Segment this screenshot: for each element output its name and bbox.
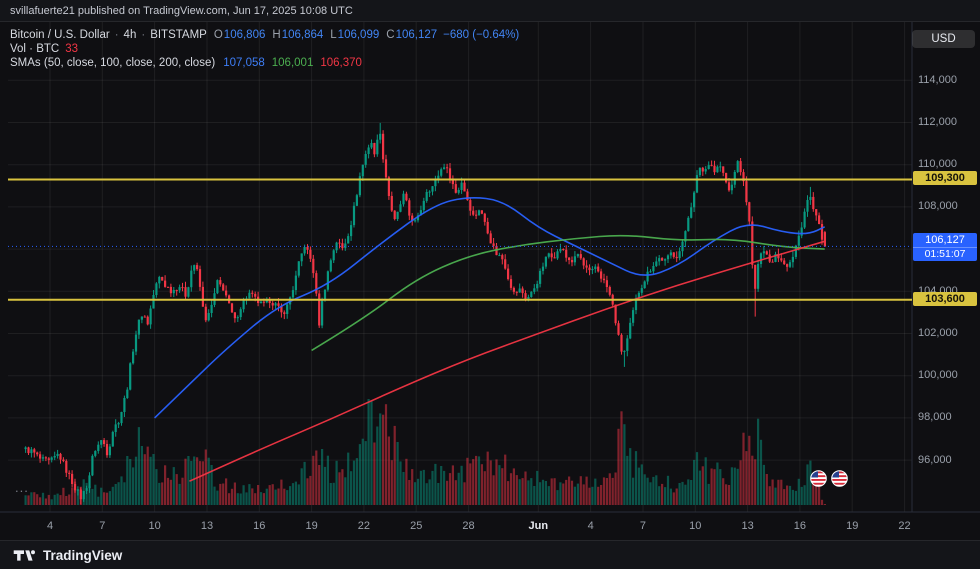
time-axis-tick: 13 bbox=[741, 520, 754, 532]
sma-legend-row: SMAs (50, close, 100, close, 200, close)… bbox=[10, 56, 519, 70]
close-value: 106,127 bbox=[395, 29, 438, 41]
flag-stickers[interactable] bbox=[810, 470, 848, 487]
exchange-label[interactable]: BITSTAMP bbox=[150, 29, 207, 41]
time-axis-tick: 16 bbox=[253, 520, 266, 532]
change-value: −680 (−0.64%) bbox=[443, 29, 520, 41]
time-axis-tick: 7 bbox=[639, 520, 647, 532]
attribution-text: svillafuerte21 published on TradingView.… bbox=[10, 4, 353, 17]
sma100-value: 106,001 bbox=[271, 57, 314, 69]
time-axis-tick: 22 bbox=[357, 520, 371, 532]
legend-more-ellipsis[interactable]: ... bbox=[15, 480, 29, 495]
low-label: L bbox=[330, 29, 337, 41]
currency-toggle-button[interactable]: USD bbox=[912, 30, 975, 48]
legend-separator: · bbox=[114, 29, 119, 41]
time-axis-tick: 19 bbox=[846, 520, 859, 532]
time-axis-tick: 28 bbox=[462, 520, 475, 532]
high-value: 106,864 bbox=[281, 29, 324, 41]
time-axis-tick: Jun bbox=[528, 520, 549, 532]
time-axis-tick: 13 bbox=[200, 520, 214, 532]
time-axis-tick: 10 bbox=[148, 520, 161, 532]
volume-label[interactable]: Vol · BTC bbox=[10, 43, 60, 55]
volume-legend-row: Vol · BTC 33 bbox=[10, 42, 519, 56]
time-axis[interactable]: 4 7 10 13 16 19 22 25 28 Jun 4 7 10 13 16 19 22 bbox=[0, 512, 980, 540]
sma200-value: 106,370 bbox=[320, 57, 362, 69]
time-axis-tick: 4 bbox=[46, 520, 54, 532]
time-axis-tick: 7 bbox=[99, 520, 106, 532]
time-axis-tick: 16 bbox=[793, 520, 807, 532]
open-value: 106,806 bbox=[223, 29, 266, 41]
sma-indicator-label[interactable]: SMAs (50, close, 100, close, 200, close) bbox=[10, 57, 216, 69]
low-value: 106,099 bbox=[337, 29, 380, 41]
time-axis-tick: 22 bbox=[898, 520, 911, 532]
time-axis-tick: 19 bbox=[305, 520, 318, 532]
tradingview-mark-icon bbox=[13, 549, 35, 561]
volume-value: 33 bbox=[65, 43, 79, 55]
interval-label[interactable]: 4h bbox=[123, 29, 137, 41]
time-axis-tick: 25 bbox=[410, 520, 423, 532]
us-flag-icon bbox=[810, 470, 827, 487]
footer-bar: TradingView bbox=[0, 540, 980, 569]
close-label: C bbox=[386, 29, 395, 41]
attribution-bar: svillafuerte21 published on TradingView.… bbox=[0, 0, 980, 22]
tradingview-wordmark: TradingView bbox=[43, 547, 123, 563]
time-axis-tick: 10 bbox=[689, 520, 702, 532]
candlestick-chart[interactable] bbox=[0, 22, 980, 540]
sma50-value: 107,058 bbox=[223, 57, 265, 69]
legend-separator: · bbox=[141, 29, 146, 41]
us-flag-icon bbox=[831, 470, 848, 487]
high-label: H bbox=[272, 29, 281, 41]
open-label: O bbox=[213, 29, 223, 41]
time-axis-tick: 4 bbox=[587, 520, 594, 532]
tradingview-logo[interactable]: TradingView bbox=[12, 548, 122, 563]
symbol-title[interactable]: Bitcoin / U.S. Dollar bbox=[10, 29, 110, 41]
